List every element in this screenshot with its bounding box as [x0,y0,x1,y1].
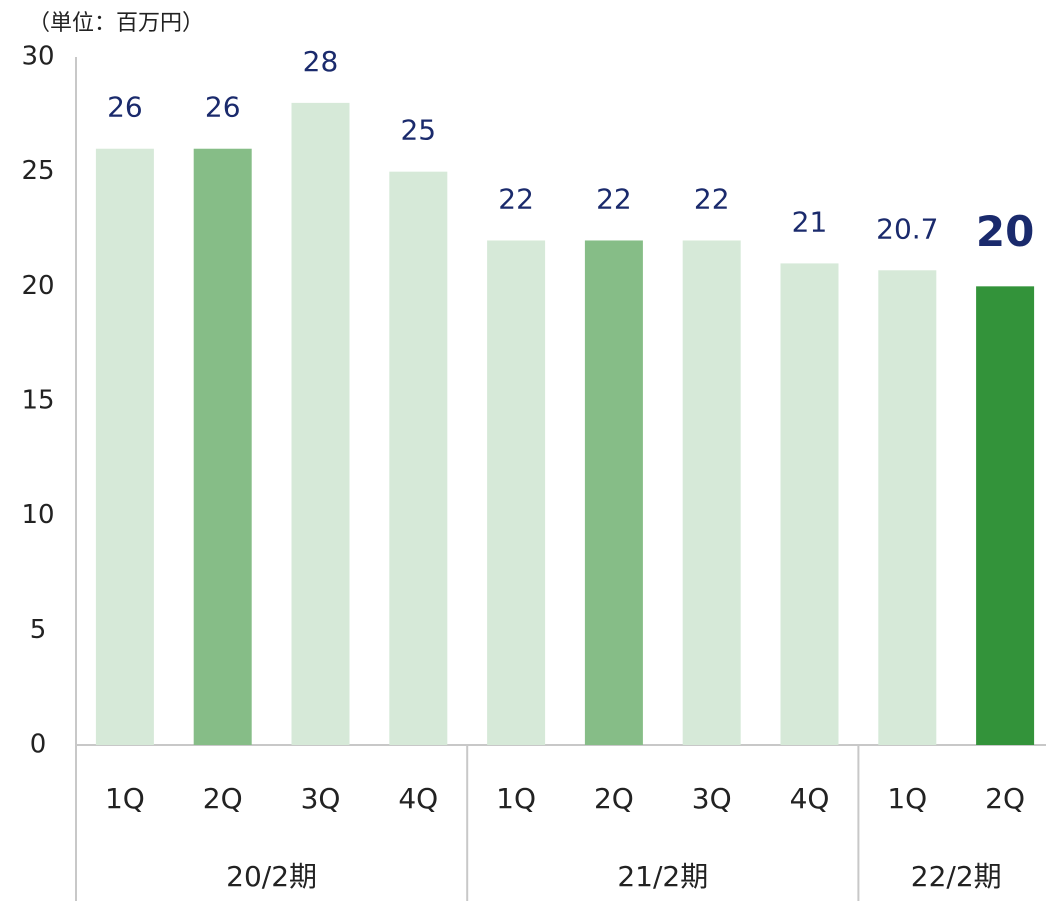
x-tick-label: 4Q [790,782,830,815]
y-tick-label: 5 [30,615,47,645]
x-tick-label: 2Q [203,782,243,815]
y-tick-label: 10 [21,500,54,530]
value-label: 22 [498,182,534,215]
group-label: 22/2期 [911,860,1002,893]
bar [584,240,643,745]
x-tick-label: 1Q [496,782,536,815]
value-label: 20.7 [876,212,938,245]
bar [193,148,252,745]
value-label: 21 [792,205,828,238]
x-tick-label: 3Q [301,782,341,815]
bar [878,270,937,745]
value-label: 20 [976,207,1034,256]
bar [487,240,546,745]
y-tick-label: 30 [21,42,54,72]
y-tick-label: 0 [30,730,47,760]
value-label: 28 [303,45,339,78]
value-label: 25 [400,114,436,147]
bar [291,102,350,745]
value-label: 22 [694,182,730,215]
x-tick-label: 3Q [692,782,732,815]
x-tick-label: 2Q [985,782,1025,815]
x-tick-label: 1Q [105,782,145,815]
y-tick-label: 15 [21,386,54,416]
bar [95,148,154,745]
group-label: 20/2期 [226,860,317,893]
value-label: 22 [596,182,632,215]
y-tick-label: 25 [21,156,54,186]
value-label: 26 [205,91,241,124]
x-tick-label: 2Q [594,782,634,815]
x-tick-label: 1Q [887,782,927,815]
y-tick-label: 20 [21,271,54,301]
x-tick-label: 4Q [398,782,438,815]
group-label: 21/2期 [617,860,708,893]
bar [976,286,1035,745]
bar [682,240,741,745]
bar [780,263,839,745]
bar [389,171,448,745]
unit-label: （単位：百万円） [28,11,204,36]
value-label: 26 [107,91,143,124]
